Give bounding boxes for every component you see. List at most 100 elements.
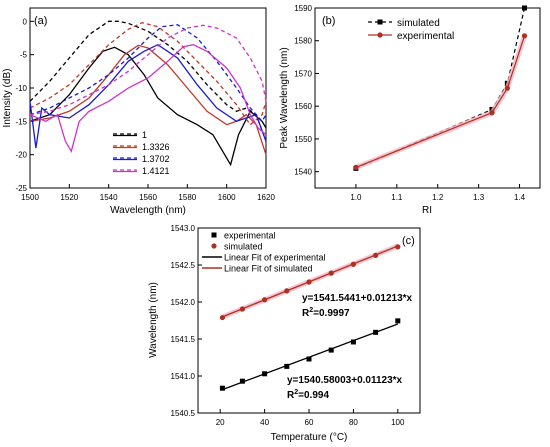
- panel-b-point-experimental: [504, 85, 510, 91]
- legend-a-entry-label: 1.4121: [142, 166, 170, 176]
- panel-a-ticks: 1500 1520 1540 1560 1580 1600 1620 0 -5 -10 -15 -20…: [15, 17, 275, 202]
- panel-b-legend: simulated experimental: [368, 18, 454, 42]
- legend-c-label-simulated: simulated: [224, 242, 263, 252]
- panel-c-point-simulated: [350, 261, 356, 267]
- panel-c-point-experimental: [328, 347, 334, 353]
- panel-b-series: [353, 5, 528, 171]
- fit-r2-simulated: R2=0.9997: [302, 307, 350, 319]
- panel-c-x-axis-label: Temperature (°C): [271, 432, 348, 443]
- panel-a-x-tick-label: 1560: [139, 193, 157, 202]
- panel-c-series: [219, 243, 401, 391]
- panel-a-line-1-3702-solid: [29, 43, 267, 149]
- panel-b-x-axis-label: RI: [422, 205, 432, 216]
- panel-c-y-tick-label: 1542.5: [171, 261, 196, 270]
- legend-c-marker-simulated: [211, 243, 217, 249]
- panel-c-y-axis-label: Wavelength (nm): [148, 282, 159, 358]
- panel-c-point-experimental: [239, 378, 245, 384]
- legend-c-label-experimental: experimental: [224, 231, 276, 241]
- panel-a-x-tick-label: 1620: [257, 193, 275, 202]
- legend-a-entry-label: 1.3326: [142, 142, 170, 152]
- panel-b-point-experimental: [489, 110, 495, 116]
- legend-b-marker-simulated: [377, 19, 383, 25]
- panel-c-point-simulated: [306, 279, 312, 285]
- panel-a-y-tick-label: -10: [15, 84, 27, 93]
- panel-b-frame: [314, 7, 541, 189]
- panel-c-x-tick-label: 80: [349, 418, 358, 427]
- panel-c-point-simulated: [373, 252, 379, 258]
- panel-b-x-tick-label: 1.1: [391, 193, 403, 202]
- panel-c-point-experimental: [262, 371, 268, 377]
- panel-c-point-experimental: [306, 356, 312, 362]
- panel-a-line-1-dashed: [29, 20, 267, 142]
- fit-equation-experimental: y=1540.58003+0.01123*x: [287, 375, 403, 386]
- panel-c-y-tick-label: 1541.5: [171, 335, 196, 344]
- legend-a-entry-label: 1.3702: [142, 154, 170, 164]
- panel-b-y-axis-label: Peak Wavelength (nm): [279, 47, 290, 148]
- panel-c-point-experimental: [373, 329, 379, 335]
- panel-b-x-tick-label: 1.4: [514, 193, 526, 202]
- panel-c-point-simulated: [219, 314, 226, 321]
- panel-b-x-tick-label: 1.0: [350, 193, 362, 202]
- panel-c-x-tick-label: 60: [305, 418, 314, 427]
- panel-a-x-axis-label: Wavelength (nm): [110, 205, 186, 216]
- panel-b-y-tick-label: 1540: [294, 168, 312, 177]
- panel-c-annotations: y=1541.5441+0.01213*x R2=0.9997 y=1540.5…: [287, 293, 413, 401]
- legend-c-fit-label-0: Linear Fit of experimental: [224, 253, 326, 263]
- panel-a-line-1-solid: [29, 46, 267, 167]
- panel-c-point-experimental: [350, 339, 356, 345]
- panel-b-point-experimental: [353, 164, 359, 170]
- panel-b-y-tick-label: 1570: [294, 69, 312, 78]
- panel-c-point-experimental: [395, 318, 401, 324]
- panel-a-y-axis-label: Intensity (dB): [2, 69, 13, 128]
- panel-c-point-simulated: [284, 288, 290, 294]
- panel-b-x-tick-label: 1.2: [432, 193, 444, 202]
- panel-b-y-tick-label: 1580: [294, 37, 312, 46]
- legend-b-marker-experimental: [377, 32, 383, 38]
- panel-a-legend: 1 1.3326 1.3702 1.4121: [113, 130, 170, 176]
- panel-a-x-tick-label: 1580: [178, 193, 196, 202]
- panel-a-line-1-3326-solid: [29, 44, 267, 155]
- panel-c-point-simulated: [328, 270, 334, 276]
- panel-c-y-tick-label: 1540.5: [171, 409, 196, 418]
- panel-a-x-tick-label: 1500: [21, 193, 39, 202]
- panel-c-point-simulated: [262, 297, 268, 303]
- panel-a-line-1-3702-dashed: [29, 24, 267, 123]
- panel-a: (a) 1500 1520 1540 1560 1580 1600 1620 0 -5 -10 -1…: [2, 7, 275, 216]
- panel-a-x-tick-label: 1540: [100, 193, 118, 202]
- panel-c-x-tick-label: 40: [260, 418, 269, 427]
- panel-c-point-simulated: [239, 306, 245, 312]
- panel-b-line-experimental: [355, 35, 526, 168]
- panel-c-x-tick-label: 20: [216, 418, 225, 427]
- panel-a-x-tick-label: 1520: [60, 193, 78, 202]
- panel-a-y-tick-label: 0: [23, 17, 28, 26]
- legend-c-fit-label-1: Linear Fit of simulated: [224, 264, 313, 274]
- panel-a-line-1-4121-solid: [29, 44, 267, 153]
- panel-b-y-tick-label: 1590: [294, 4, 312, 13]
- panel-a-series: [29, 20, 267, 167]
- legend-a-entry-label: 1: [142, 130, 147, 140]
- panel-b-label: (b): [322, 15, 335, 27]
- panel-b: (b) 1.0 1.1 1.2 1.3 1.4154015501560157015801…: [279, 4, 541, 216]
- legend-b-label-simulated: simulated: [397, 18, 440, 29]
- fit-equation-simulated: y=1541.5441+0.01213*x: [302, 293, 413, 304]
- panel-b-ticks: 1.0 1.1 1.2 1.3 1.4 1540 1550 1560 1570 1580 1590: [294, 4, 525, 202]
- panel-b-point-experimental: [521, 33, 528, 39]
- panel-a-y-tick-label: -15: [15, 117, 27, 126]
- panel-c-ticks: 20 40 60 80 100 1540.5 1541.0 1541.5 1542.0 1542.…: [171, 224, 405, 427]
- panel-c-y-tick-label: 1541.0: [171, 372, 196, 381]
- panel-a-y-tick-label: -20: [15, 151, 27, 160]
- panel-b-y-tick-label: 1550: [294, 135, 312, 144]
- fit-r2-experimental: R2=0.994: [287, 389, 329, 401]
- panel-c-point-experimental: [284, 363, 290, 369]
- panel-a-label: (a): [34, 15, 47, 27]
- panel-c-label: (c): [402, 235, 415, 247]
- panel-b-y-tick-label: 1560: [294, 102, 312, 111]
- panel-c-y-tick-label: 1543.0: [171, 224, 196, 233]
- panel-c-point-experimental: [219, 385, 225, 391]
- panel-c-point-simulated: [395, 244, 401, 250]
- legend-b-label-experimental: experimental: [397, 31, 454, 42]
- panel-a-y-tick-label: -25: [15, 184, 27, 193]
- panel-c-y-tick-label: 1542.0: [171, 298, 196, 307]
